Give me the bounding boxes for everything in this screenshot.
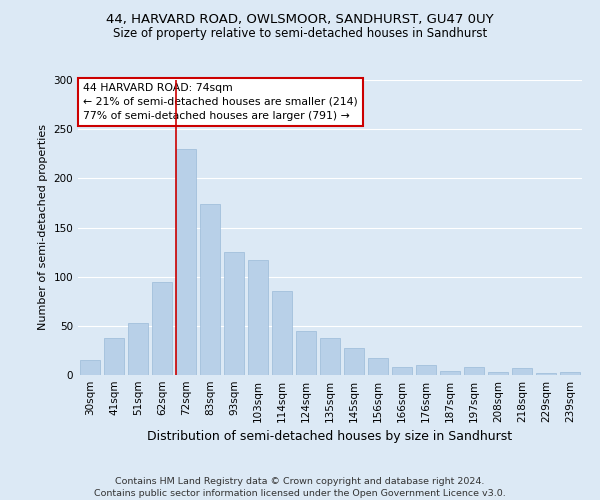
Bar [80,360,100,375]
Bar [368,358,388,375]
Bar [488,372,508,375]
Y-axis label: Number of semi-detached properties: Number of semi-detached properties [38,124,48,330]
Bar [536,373,556,375]
Bar [464,367,484,375]
Bar [224,252,244,375]
Bar [176,149,196,375]
Bar [320,338,340,375]
Bar [128,323,148,375]
Bar [248,260,268,375]
Bar [560,372,580,375]
Bar [344,348,364,375]
Bar [272,292,292,375]
Bar [416,365,436,375]
Bar [440,371,460,375]
Bar [392,367,412,375]
Bar [200,204,220,375]
Bar [512,368,532,375]
Bar [296,331,316,375]
Text: 44 HARVARD ROAD: 74sqm
← 21% of semi-detached houses are smaller (214)
77% of se: 44 HARVARD ROAD: 74sqm ← 21% of semi-det… [83,83,358,121]
Text: Contains HM Land Registry data © Crown copyright and database right 2024.
Contai: Contains HM Land Registry data © Crown c… [94,476,506,498]
Text: 44, HARVARD ROAD, OWLSMOOR, SANDHURST, GU47 0UY: 44, HARVARD ROAD, OWLSMOOR, SANDHURST, G… [106,12,494,26]
X-axis label: Distribution of semi-detached houses by size in Sandhurst: Distribution of semi-detached houses by … [148,430,512,444]
Text: Size of property relative to semi-detached houses in Sandhurst: Size of property relative to semi-detach… [113,28,487,40]
Bar [152,282,172,375]
Bar [104,338,124,375]
